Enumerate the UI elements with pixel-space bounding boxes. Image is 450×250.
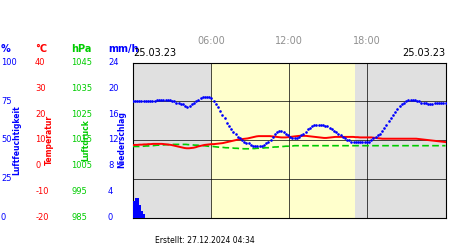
Bar bbox=[211, 62, 355, 218]
Text: Luftdruck: Luftdruck bbox=[81, 119, 90, 161]
Text: 24: 24 bbox=[108, 58, 118, 67]
Text: %: % bbox=[1, 44, 11, 54]
Text: 4: 4 bbox=[108, 187, 113, 196]
Text: 06:00: 06:00 bbox=[197, 36, 225, 46]
Text: -20: -20 bbox=[35, 213, 49, 222]
Text: Erstellt: 27.12.2024 04:34: Erstellt: 27.12.2024 04:34 bbox=[155, 236, 255, 245]
Text: 8: 8 bbox=[108, 161, 113, 170]
Text: hPa: hPa bbox=[71, 44, 91, 54]
Text: 30: 30 bbox=[35, 84, 46, 93]
Text: 75: 75 bbox=[1, 97, 12, 106]
Bar bbox=[131, 211, 135, 218]
Text: 0: 0 bbox=[1, 213, 6, 222]
Text: 1045: 1045 bbox=[71, 58, 92, 67]
Text: 18:00: 18:00 bbox=[353, 36, 381, 46]
Text: Temperatur: Temperatur bbox=[45, 115, 54, 165]
Text: 985: 985 bbox=[71, 213, 87, 222]
Text: °C: °C bbox=[35, 44, 47, 54]
Text: 20: 20 bbox=[35, 110, 45, 119]
Text: 100: 100 bbox=[1, 58, 17, 67]
Text: 1005: 1005 bbox=[71, 161, 92, 170]
Text: 0: 0 bbox=[35, 161, 40, 170]
Text: 50: 50 bbox=[1, 136, 11, 144]
Bar bbox=[140, 211, 143, 218]
Text: 995: 995 bbox=[71, 187, 87, 196]
Text: 1015: 1015 bbox=[71, 136, 92, 144]
Text: -10: -10 bbox=[35, 187, 49, 196]
Bar bbox=[133, 201, 136, 218]
Text: 12: 12 bbox=[108, 136, 118, 144]
Text: 40: 40 bbox=[35, 58, 45, 67]
Text: 16: 16 bbox=[108, 110, 119, 119]
Text: 20: 20 bbox=[108, 84, 118, 93]
Text: 1025: 1025 bbox=[71, 110, 92, 119]
Text: Niederschlag: Niederschlag bbox=[117, 112, 126, 168]
Text: 12:00: 12:00 bbox=[275, 36, 303, 46]
Text: mm/h: mm/h bbox=[108, 44, 139, 54]
Text: 25.03.23: 25.03.23 bbox=[402, 48, 446, 58]
Text: 25.03.23: 25.03.23 bbox=[133, 48, 176, 58]
Text: Luftfeuchtigkeit: Luftfeuchtigkeit bbox=[13, 105, 22, 175]
Text: 0: 0 bbox=[108, 213, 113, 222]
Bar bbox=[133, 62, 211, 218]
Text: 25: 25 bbox=[1, 174, 11, 183]
Bar bbox=[138, 204, 141, 218]
Bar bbox=[135, 198, 139, 218]
Text: 1035: 1035 bbox=[71, 84, 92, 93]
Text: 10: 10 bbox=[35, 136, 45, 144]
Bar bbox=[142, 214, 145, 218]
Bar bbox=[355, 62, 446, 218]
